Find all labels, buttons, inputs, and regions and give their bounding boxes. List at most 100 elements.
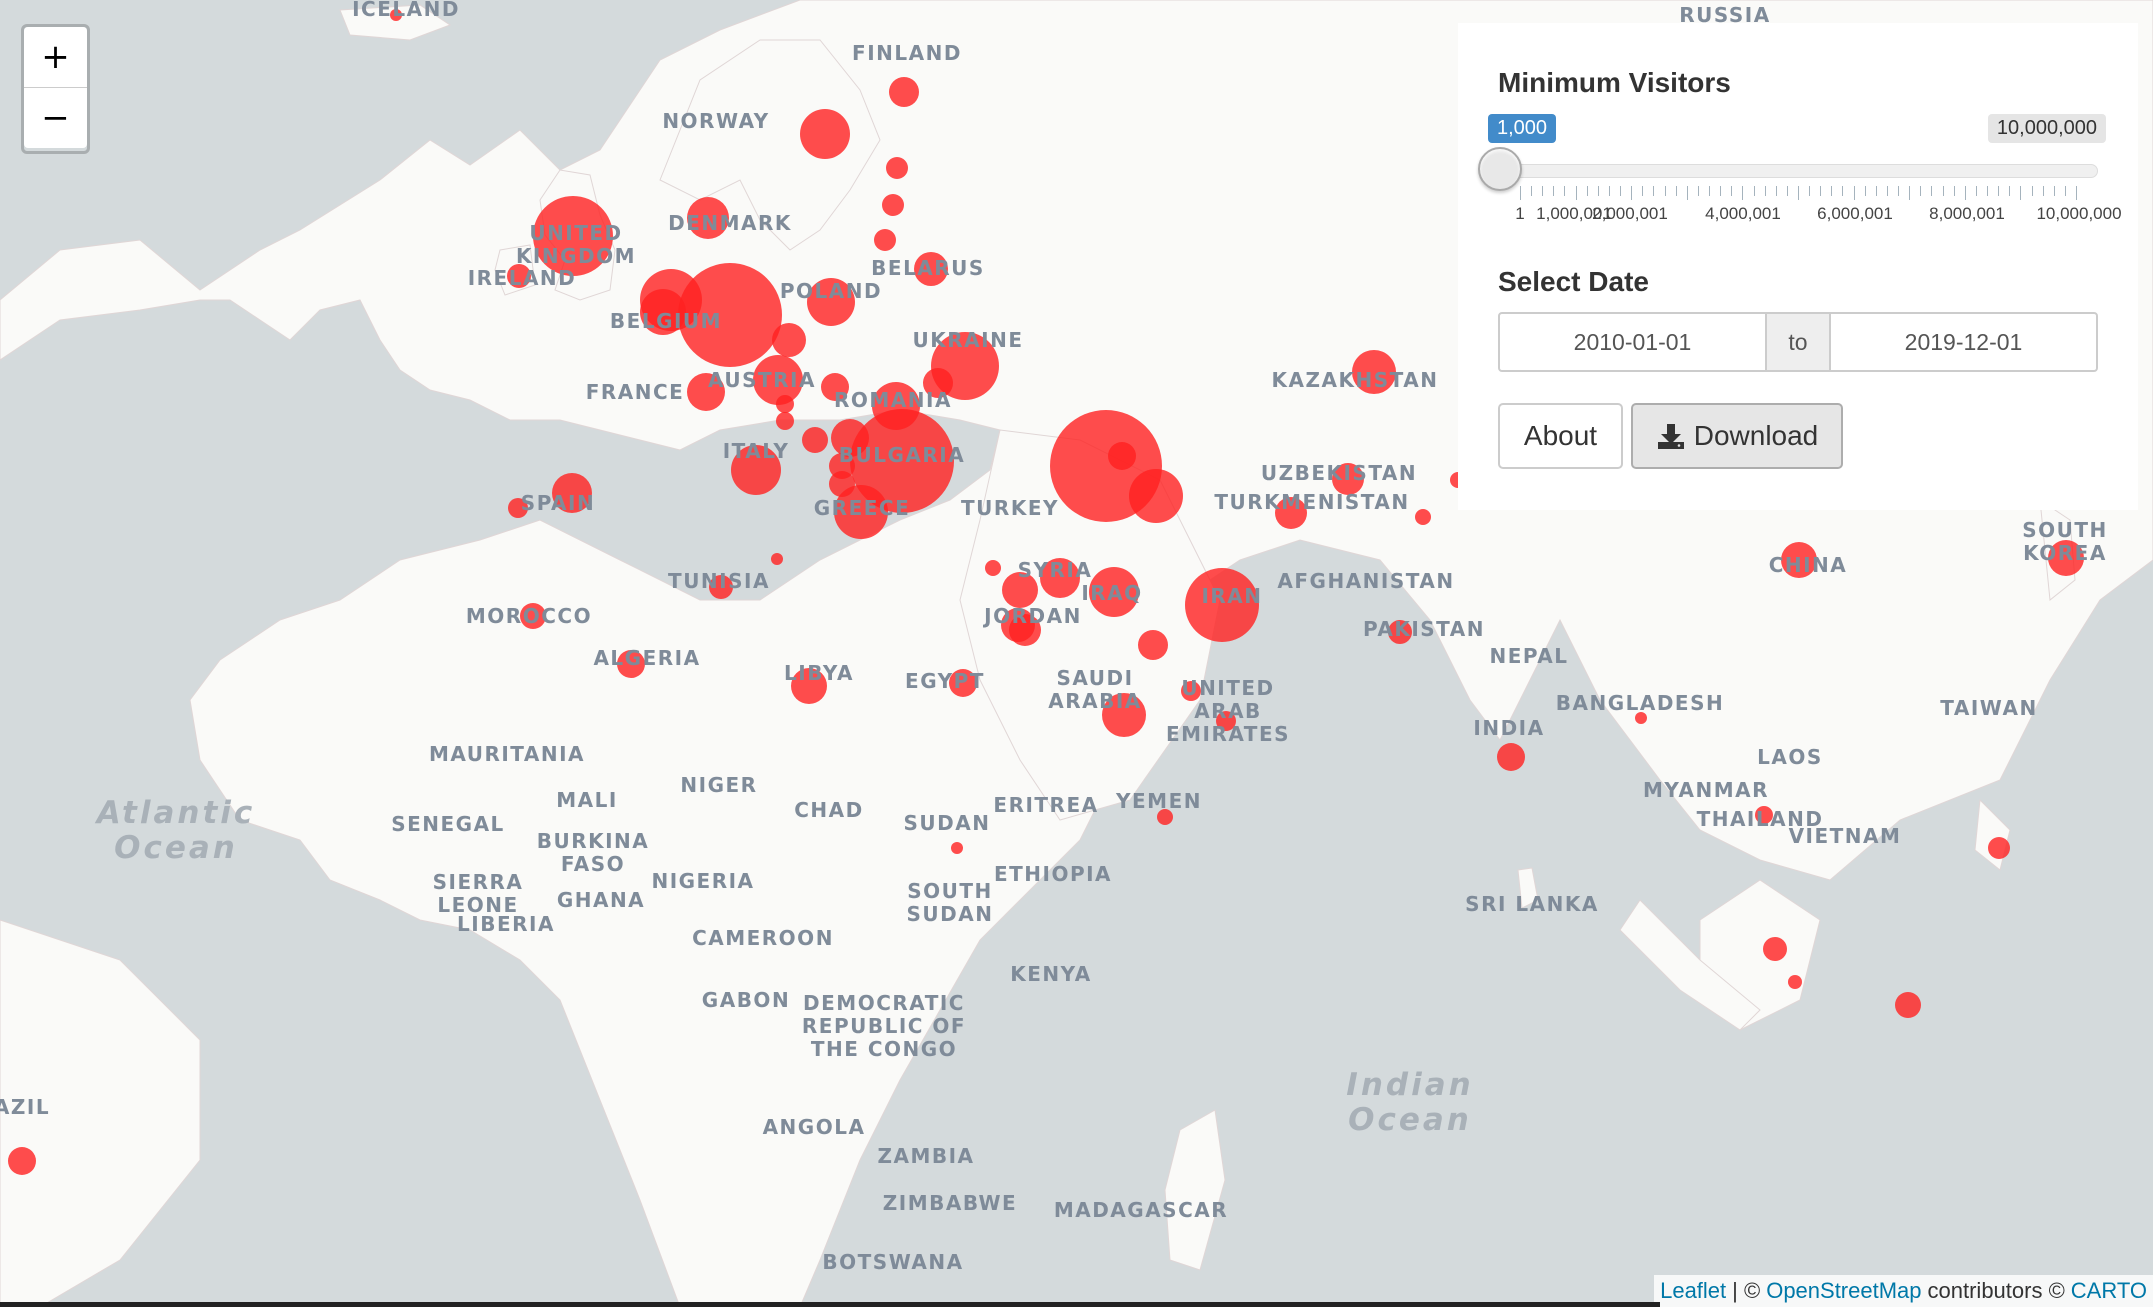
- visitor-marker[interactable]: [800, 109, 850, 159]
- visitor-marker[interactable]: [1181, 681, 1201, 701]
- country-label: UZBEKISTAN: [1261, 461, 1417, 485]
- visitor-marker[interactable]: [753, 355, 803, 405]
- visitor-marker[interactable]: [1129, 469, 1183, 523]
- about-button[interactable]: About: [1498, 403, 1623, 469]
- visitor-marker[interactable]: [1108, 442, 1136, 470]
- slider-tick: [1920, 186, 1922, 196]
- country-label: ETHIOPIA: [994, 862, 1112, 886]
- carto-link[interactable]: CARTO: [2070, 1278, 2147, 1303]
- slider-tick: [1597, 186, 1599, 196]
- slider-tick: [1931, 186, 1933, 196]
- visitor-marker[interactable]: [1185, 568, 1259, 642]
- leaflet-link[interactable]: Leaflet: [1660, 1278, 1727, 1303]
- visitor-marker[interactable]: [821, 373, 849, 401]
- date-from-input[interactable]: 2010-01-01: [1573, 328, 1692, 355]
- visitor-marker[interactable]: [889, 77, 919, 107]
- visitor-marker[interactable]: [687, 373, 725, 411]
- slider-tick-label: 2,000,001: [1592, 204, 1668, 223]
- country-label: PAKISTAN: [1363, 617, 1485, 641]
- visitor-marker[interactable]: [834, 485, 888, 539]
- visitor-marker[interactable]: [1138, 630, 1168, 660]
- landmass: [0, 919, 201, 1307]
- visitor-marker[interactable]: [882, 194, 904, 216]
- visitor-marker[interactable]: [640, 289, 686, 335]
- visitor-marker[interactable]: [507, 264, 531, 288]
- visitor-marker[interactable]: [1988, 837, 2010, 859]
- slider-track[interactable]: [1498, 164, 2098, 178]
- zoom-control: + −: [21, 24, 90, 154]
- landmass: [1619, 899, 1761, 1031]
- visitor-marker[interactable]: [1157, 809, 1173, 825]
- visitor-marker[interactable]: [617, 650, 645, 678]
- visitor-marker[interactable]: [1755, 806, 1773, 824]
- visitor-marker[interactable]: [8, 1147, 36, 1175]
- slider-tick: [1697, 186, 1699, 196]
- visitor-marker[interactable]: [771, 553, 783, 565]
- date-to-input[interactable]: 2019-12-01: [1904, 328, 2023, 355]
- download-button-label: Download: [1693, 420, 1819, 451]
- visitor-marker[interactable]: [1388, 620, 1412, 644]
- visitor-marker[interactable]: [791, 668, 827, 704]
- slider-tick: [1975, 186, 1977, 196]
- country-label: THAILAND: [1697, 807, 1824, 831]
- visitor-marker[interactable]: [949, 669, 977, 697]
- visitor-marker[interactable]: [1763, 937, 1787, 961]
- visitor-marker[interactable]: [520, 603, 546, 629]
- zoom-out-button[interactable]: −: [24, 88, 87, 148]
- bottom-bar: [0, 1302, 1660, 1307]
- visitor-marker[interactable]: [1635, 712, 1647, 724]
- visitor-marker[interactable]: [1497, 743, 1525, 771]
- slider-handle[interactable]: [1478, 147, 1522, 191]
- download-button[interactable]: Download: [1631, 403, 1843, 469]
- visitor-marker[interactable]: [508, 498, 528, 518]
- osm-link[interactable]: OpenStreetMap: [1766, 1278, 1922, 1303]
- visitor-marker[interactable]: [552, 473, 592, 513]
- visitor-marker[interactable]: [390, 9, 402, 21]
- landmass: [339, 4, 452, 41]
- attribution-contrib: contributors ©: [1927, 1278, 2065, 1303]
- visitor-marker[interactable]: [914, 252, 948, 286]
- slider-tick: [1531, 186, 1533, 196]
- visitor-marker[interactable]: [923, 368, 953, 398]
- visitor-marker[interactable]: [985, 560, 1001, 576]
- visitor-marker[interactable]: [829, 453, 855, 479]
- visitor-marker[interactable]: [772, 323, 806, 357]
- visitor-marker[interactable]: [886, 157, 908, 179]
- visitor-marker[interactable]: [1102, 693, 1146, 737]
- zoom-in-button[interactable]: +: [24, 27, 87, 88]
- visitor-marker[interactable]: [776, 412, 794, 430]
- visitor-marker[interactable]: [1788, 975, 1802, 989]
- visitor-marker[interactable]: [1216, 711, 1236, 731]
- visitor-marker[interactable]: [1275, 497, 1307, 529]
- visitor-marker[interactable]: [1332, 463, 1364, 495]
- visitor-marker[interactable]: [1895, 992, 1921, 1018]
- visitor-marker[interactable]: [1002, 572, 1038, 608]
- country-label: FINLAND: [852, 41, 962, 65]
- visitor-marker[interactable]: [2048, 540, 2084, 576]
- visitor-marker[interactable]: [1040, 558, 1080, 598]
- visitor-marker[interactable]: [1352, 350, 1396, 394]
- visitor-marker[interactable]: [731, 445, 781, 495]
- visitor-marker[interactable]: [802, 427, 828, 453]
- visitor-marker[interactable]: [951, 842, 963, 854]
- visitor-marker[interactable]: [1009, 614, 1041, 646]
- select-date-label: Select Date: [1498, 266, 1649, 297]
- visitor-marker[interactable]: [850, 409, 954, 513]
- slider-tick: [1853, 186, 1855, 200]
- slider-tick: [1798, 186, 1799, 200]
- visitor-marker[interactable]: [807, 278, 855, 326]
- visitor-marker[interactable]: [776, 395, 794, 413]
- visitor-marker[interactable]: [1089, 567, 1139, 617]
- visitor-marker[interactable]: [1781, 542, 1817, 578]
- slider-tick: [1786, 186, 1788, 196]
- ocean-label: Atlantic Ocean: [94, 795, 256, 866]
- download-icon: [1657, 424, 1684, 449]
- visitor-marker[interactable]: [709, 575, 733, 599]
- visitor-marker[interactable]: [533, 196, 613, 276]
- visitor-marker[interactable]: [687, 197, 729, 239]
- visitor-marker[interactable]: [1415, 509, 1431, 525]
- country-label: TUNISIA: [668, 569, 770, 593]
- slider-tick: [1653, 186, 1655, 196]
- visitor-marker[interactable]: [874, 229, 896, 251]
- visitor-marker[interactable]: [678, 263, 782, 367]
